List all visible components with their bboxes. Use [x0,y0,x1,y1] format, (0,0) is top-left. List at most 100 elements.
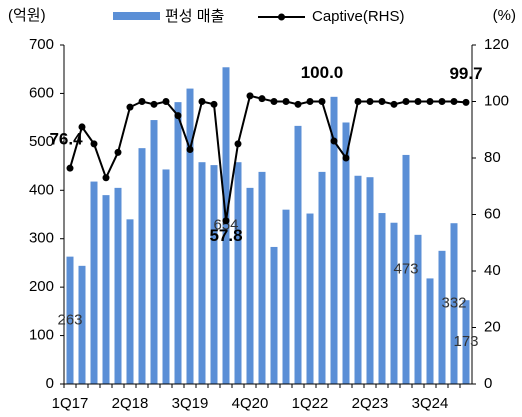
line-marker [210,100,218,108]
bar [390,222,398,384]
legend-label: Captive(RHS) [312,8,405,25]
bar [414,234,422,384]
legend-label: 편성 매출 [165,8,224,25]
y2-tick-label: 0 [484,375,492,392]
line-marker [198,98,206,105]
bar [450,223,458,384]
line-marker [414,98,422,105]
bar [174,102,182,384]
legend-swatch [113,12,160,20]
y-tick-label: 0 [46,375,54,392]
bar [330,96,338,384]
bar [66,256,74,384]
line-marker [294,100,302,108]
x-tick-label: 1Q22 [292,395,329,412]
y2-axis-label: (%) [493,7,516,24]
line-marker [90,140,98,148]
bar [138,148,146,384]
bar [186,88,194,384]
line-marker [150,100,158,108]
line-marker [330,137,338,145]
bar [102,195,110,384]
y2-tick-label: 60 [484,205,501,222]
bar [126,219,134,384]
line-value-label: 76.4 [49,130,83,149]
line-marker [102,174,110,182]
bar [210,165,218,384]
line-marker [162,98,170,105]
bar-value-label: 173 [453,333,478,350]
line-marker [114,148,122,156]
y-tick-label: 500 [29,133,54,150]
bar [162,169,170,384]
legend-marker [278,13,285,21]
line-marker [306,98,314,105]
bar [306,213,314,384]
line-marker [126,103,134,111]
line-marker [354,98,362,105]
line-marker [462,98,470,106]
line [69,94,467,221]
line-marker [138,98,146,105]
y2-tick-label: 100 [484,92,509,109]
line-marker [174,112,182,120]
bar [378,213,386,384]
line-marker [438,98,446,105]
bar [366,177,374,384]
bar [258,171,266,384]
line-marker [366,98,374,105]
y-tick-label: 300 [29,230,54,247]
y2-tick-label: 80 [484,149,501,166]
line-marker [402,98,410,105]
y2-tick-label: 40 [484,262,501,279]
bar [78,265,86,384]
bar [318,171,326,384]
line-marker [450,98,458,105]
bar [426,278,434,384]
bar [294,125,302,384]
line-marker [318,98,326,105]
line-marker [342,154,350,162]
bar [270,246,278,384]
bar-value-label: 654 [213,217,238,234]
bar [282,209,290,384]
bar [342,122,350,384]
x-tick-label: 4Q20 [232,395,269,412]
bar [150,120,158,385]
line-value-label: 99.7 [449,64,482,83]
x-tick-label: 3Q19 [172,395,209,412]
y-tick-label: 600 [29,84,54,101]
x-tick-label: 2Q18 [112,395,149,412]
line-value-label: 100.0 [301,63,344,82]
line-value-label: 57.8 [209,226,242,245]
bar [114,187,122,384]
bar [234,162,242,384]
bar-value-label: 332 [441,295,466,312]
y-tick-label: 200 [29,278,54,295]
bar [402,154,410,384]
line-marker [378,98,386,105]
y2-tick-label: 120 [484,36,509,53]
bar-value-label: 473 [393,260,418,277]
bar [354,175,362,384]
line-marker [186,146,194,154]
bar [90,181,98,384]
line-marker [282,98,290,105]
line-marker [258,95,266,103]
line-marker [66,164,74,172]
y-axis-label: (억원) [8,7,46,24]
line-marker [270,98,278,105]
bar [198,162,206,384]
x-tick-label: 2Q23 [352,395,389,412]
bar [222,67,230,384]
line-marker [390,100,398,108]
bar [438,250,446,384]
line-marker [78,123,86,131]
y-tick-label: 700 [29,36,54,53]
y-tick-label: 400 [29,181,54,198]
bar [462,300,470,384]
bar-value-label: 263 [57,311,82,328]
line-marker [234,140,242,148]
x-tick-label: 3Q24 [412,395,449,412]
bar [246,187,254,384]
